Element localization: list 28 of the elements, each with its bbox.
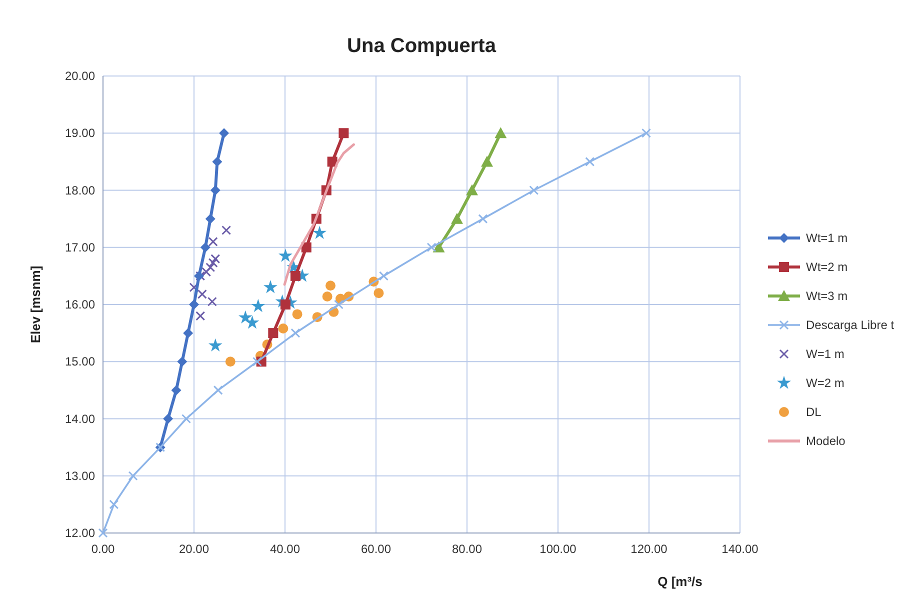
- y-tick-label: 17.00: [64, 240, 96, 254]
- x-tick-label: 120.00: [630, 542, 668, 556]
- y-tick-label: 18.00: [64, 183, 96, 198]
- x-axis-title: Q [m³/s: [658, 574, 702, 589]
- y-tick-label: 20.00: [64, 69, 96, 83]
- legend-label: DL: [806, 405, 822, 419]
- legend-label: W=2 m: [806, 376, 844, 390]
- legend-label: Wt=1 m: [806, 231, 848, 245]
- y-tick-label: 15.00: [64, 354, 96, 369]
- chart-title: Una Compuerta: [347, 35, 497, 57]
- x-tick-label: 80.00: [452, 542, 482, 556]
- y-tick-label: 16.00: [64, 298, 96, 312]
- y-tick-label: 14.00: [64, 412, 96, 426]
- legend-label: Descarga Libre t: [806, 318, 895, 332]
- x-tick-label: 140.00: [722, 542, 759, 556]
- legend-label: W=1 m: [806, 347, 844, 361]
- y-axis-title: Elev [msnm]: [28, 266, 43, 344]
- y-tick-label: 19.00: [64, 126, 96, 140]
- y-tick-label: 13.00: [64, 468, 96, 483]
- y-tick-label: 12.00: [64, 526, 96, 540]
- x-tick-label: 20.00: [178, 542, 210, 556]
- legend-label: Wt=3 m: [806, 289, 848, 303]
- x-tick-label: 100.00: [540, 542, 577, 556]
- legend-label: Wt=2 m: [806, 260, 848, 274]
- legend-label: Modelo: [806, 434, 846, 448]
- x-tick-label: 0.00: [91, 542, 115, 556]
- x-tick-label: 60.00: [360, 542, 392, 556]
- x-tick-label: 40.00: [270, 542, 300, 556]
